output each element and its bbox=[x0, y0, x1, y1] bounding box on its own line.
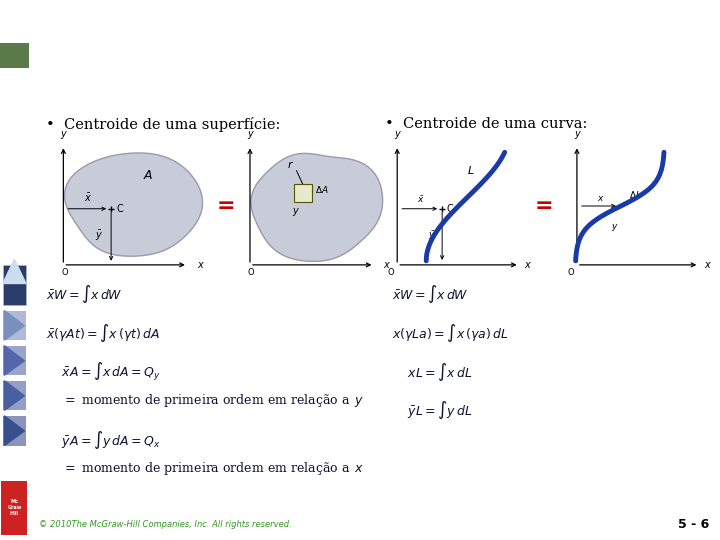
Text: Mecânica Vetorial para Engenheiros: Estática: Mecânica Vetorial para Engenheiros: Está… bbox=[39, 21, 714, 49]
Text: $\bar{x}$: $\bar{x}$ bbox=[417, 194, 425, 205]
FancyBboxPatch shape bbox=[3, 265, 26, 305]
Polygon shape bbox=[4, 381, 24, 410]
Text: r: r bbox=[287, 160, 292, 170]
Text: $\Delta A$: $\Delta A$ bbox=[315, 184, 329, 195]
Text: $= $ momento de primeira ordem em relação a $\,x$: $= $ momento de primeira ordem em relaçã… bbox=[46, 460, 364, 477]
FancyBboxPatch shape bbox=[3, 416, 26, 446]
Text: $\bar{x}W = \int x\,dW$: $\bar{x}W = \int x\,dW$ bbox=[46, 283, 123, 305]
FancyBboxPatch shape bbox=[0, 43, 29, 68]
Text: x: x bbox=[383, 260, 389, 270]
FancyBboxPatch shape bbox=[3, 346, 26, 375]
Polygon shape bbox=[65, 153, 202, 256]
Text: $\Delta L$: $\Delta L$ bbox=[629, 189, 642, 200]
Text: $= $ momento de primeira ordem em relação a $\,y$: $= $ momento de primeira ordem em relaçã… bbox=[46, 393, 364, 409]
Text: y: y bbox=[60, 129, 66, 139]
Text: O: O bbox=[248, 268, 255, 276]
Polygon shape bbox=[4, 416, 24, 446]
Text: $\bar{y}$: $\bar{y}$ bbox=[95, 229, 103, 243]
Polygon shape bbox=[251, 153, 382, 261]
Text: A: A bbox=[143, 168, 152, 181]
Polygon shape bbox=[3, 259, 26, 284]
Text: C: C bbox=[117, 204, 123, 214]
Text: y: y bbox=[574, 129, 580, 139]
Text: $\bar{y}A = \int y\,dA = Q_x$: $\bar{y}A = \int y\,dA = Q_x$ bbox=[46, 429, 161, 451]
Text: $xL = \int x\,dL$: $xL = \int x\,dL$ bbox=[392, 361, 472, 383]
Text: $\bar{y}L = \int y\,dL$: $\bar{y}L = \int y\,dL$ bbox=[392, 399, 472, 421]
Text: y: y bbox=[292, 206, 297, 217]
Text: O: O bbox=[567, 268, 574, 276]
Text: x: x bbox=[524, 260, 530, 270]
Text: $x(\gamma La) = \int x\,(\gamma a)\,dL$: $x(\gamma La) = \int x\,(\gamma a)\,dL$ bbox=[392, 322, 508, 345]
Text: x: x bbox=[598, 194, 603, 202]
Text: Mc
Graw
Hill: Mc Graw Hill bbox=[7, 500, 22, 516]
Text: $\bar{y}$: $\bar{y}$ bbox=[428, 230, 435, 242]
Text: 5 - 6: 5 - 6 bbox=[678, 518, 710, 531]
Text: y: y bbox=[395, 129, 400, 139]
Text: •  Centroide de uma superfície:: • Centroide de uma superfície: bbox=[46, 117, 281, 132]
Text: Nona
Edição: Nona Edição bbox=[9, 14, 20, 36]
Text: y: y bbox=[611, 222, 616, 231]
Text: x: x bbox=[197, 260, 202, 270]
FancyBboxPatch shape bbox=[294, 184, 312, 202]
FancyBboxPatch shape bbox=[3, 310, 26, 340]
Text: $\bar{x}$: $\bar{x}$ bbox=[84, 192, 92, 204]
Text: =: = bbox=[534, 196, 553, 216]
Polygon shape bbox=[4, 346, 24, 375]
Text: Centroides e Momentos de Primeira Ordem de Superfícies e Curvas: Centroides e Momentos de Primeira Ordem … bbox=[37, 80, 532, 97]
Text: $\bar{x}A = \int x\,dA = Q_y$: $\bar{x}A = \int x\,dA = Q_y$ bbox=[46, 361, 161, 383]
FancyBboxPatch shape bbox=[1, 481, 27, 535]
Text: C: C bbox=[447, 204, 454, 214]
Text: O: O bbox=[388, 268, 395, 276]
Text: $\bar{x}W = \int x\,dW$: $\bar{x}W = \int x\,dW$ bbox=[392, 283, 469, 305]
Text: •  Centroide de uma curva:: • Centroide de uma curva: bbox=[384, 117, 587, 131]
Text: L: L bbox=[468, 166, 474, 176]
FancyBboxPatch shape bbox=[3, 381, 26, 410]
Text: © 2010The McGraw-Hill Companies, Inc. All rights reserved.: © 2010The McGraw-Hill Companies, Inc. Al… bbox=[39, 520, 292, 529]
Text: x: x bbox=[704, 260, 710, 270]
Text: y: y bbox=[247, 129, 253, 139]
Polygon shape bbox=[4, 310, 24, 340]
Text: O: O bbox=[61, 268, 68, 276]
Text: =: = bbox=[217, 196, 235, 216]
Text: $\bar{x}(\gamma At) = \int x\,(\gamma t)\,dA$: $\bar{x}(\gamma At) = \int x\,(\gamma t)… bbox=[46, 322, 160, 345]
